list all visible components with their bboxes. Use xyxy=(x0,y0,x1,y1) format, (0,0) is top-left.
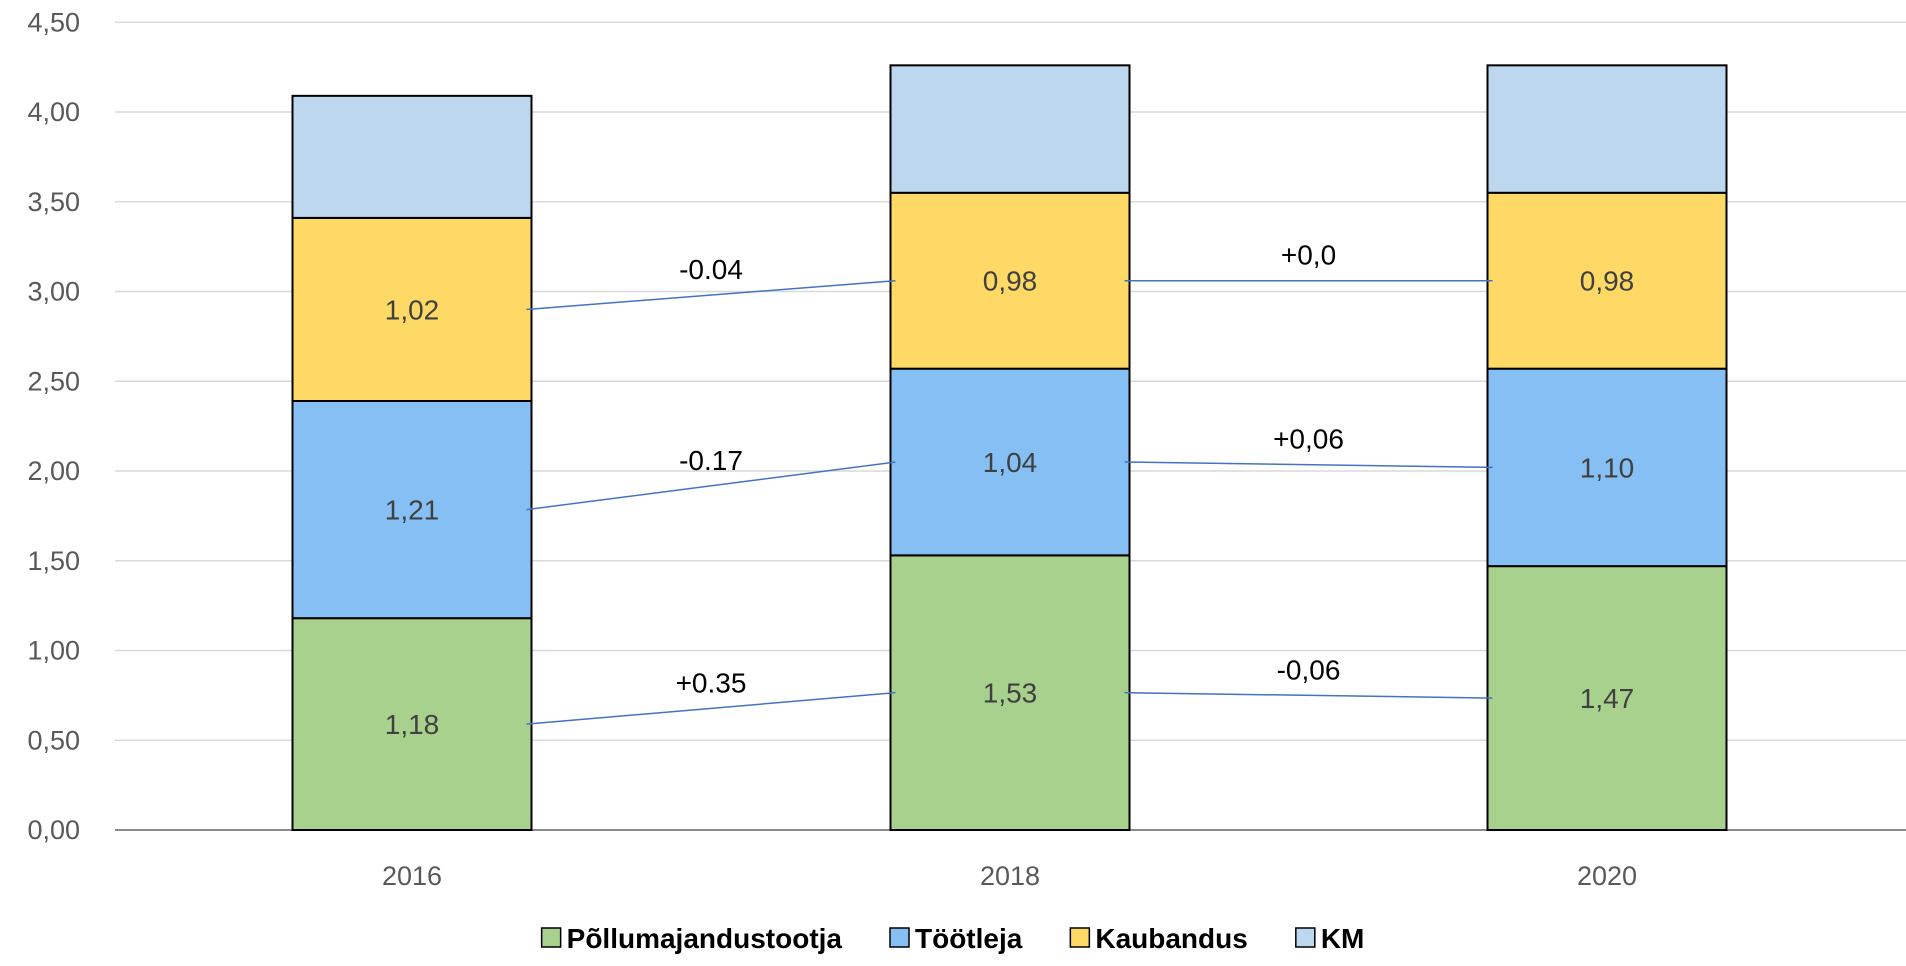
change-connector-line xyxy=(526,691,896,725)
y-tick-label: 3,50 xyxy=(27,187,80,217)
x-tick-label: 2016 xyxy=(382,861,442,891)
bars: 1,18 1,21 1,02 1,53 1,04 0,98 1,47 1,10 0,98 xyxy=(291,64,1728,831)
y-tick-label: 0,00 xyxy=(27,815,80,845)
x-axis-tick-labels: 2016 2018 2020 xyxy=(382,861,1637,891)
x-tick-label: 2018 xyxy=(980,861,1040,891)
bar-segment xyxy=(1486,565,1728,831)
legend-swatch xyxy=(1069,927,1091,948)
data-label: 1,04 xyxy=(983,447,1038,478)
y-tick-label: 1,50 xyxy=(27,546,80,576)
change-annotation: +0,0 xyxy=(1281,240,1336,271)
y-tick-label: 2,00 xyxy=(27,456,80,486)
data-label: 1,21 xyxy=(385,495,440,526)
bar-segment xyxy=(291,216,533,402)
data-label: 1,02 xyxy=(385,294,440,325)
data-label: 0,98 xyxy=(1580,266,1635,297)
data-label: 0,98 xyxy=(983,266,1038,297)
legend-label: Kaubandus xyxy=(1095,923,1247,954)
legend: Põllumajandustootja Töötleja Kaubandus KM xyxy=(540,923,1365,954)
y-tick-label: 0,50 xyxy=(27,725,80,755)
legend-label: KM xyxy=(1321,923,1365,954)
change-connector-line xyxy=(526,461,896,511)
change-annotation: -0.04 xyxy=(679,254,743,285)
y-tick-label: 3,00 xyxy=(27,277,80,307)
change-connector-line xyxy=(1124,461,1493,469)
y-axis-tick-labels: 0,00 0,50 1,00 1,50 2,00 2,50 3,00 3,50 4,00 4,50 xyxy=(27,7,80,845)
legend-swatch xyxy=(1295,927,1316,948)
legend-item: Töötleja xyxy=(889,923,1023,954)
bar-segment xyxy=(1486,367,1728,568)
change-connectors: +0.35 -0,06 -0.17 +0,06 -0.04 +0,0 xyxy=(526,240,1493,725)
legend-label: Põllumajandustootja xyxy=(567,923,843,954)
change-annotation: -0.17 xyxy=(679,445,743,476)
bar-segment xyxy=(889,554,1131,831)
y-tick-label: 4,50 xyxy=(27,7,80,37)
y-tick-label: 4,00 xyxy=(27,97,80,127)
data-label: 1,10 xyxy=(1580,452,1635,483)
y-tick-label: 1,00 xyxy=(27,636,80,666)
bar-segment xyxy=(889,191,1131,370)
legend-item: Põllumajandustootja xyxy=(540,923,843,954)
change-annotation: +0.35 xyxy=(676,667,747,698)
legend-label: Töötleja xyxy=(915,923,1023,954)
legend-swatch xyxy=(889,927,910,948)
bar-segment xyxy=(291,399,533,620)
bar-segment xyxy=(1486,64,1728,194)
bar-segment xyxy=(889,64,1131,194)
data-label: 1,18 xyxy=(385,709,440,740)
x-tick-label: 2020 xyxy=(1577,861,1637,891)
legend-item: Kaubandus xyxy=(1069,923,1248,954)
change-annotation: +0,06 xyxy=(1273,424,1344,455)
change-connector-line xyxy=(1124,691,1493,699)
bar-segment xyxy=(291,94,533,219)
data-label: 1,47 xyxy=(1580,683,1635,714)
y-tick-label: 2,50 xyxy=(27,366,80,396)
legend-swatch xyxy=(540,927,562,948)
bar-segment xyxy=(1486,191,1728,370)
change-connector-line xyxy=(526,279,896,311)
data-label: 1,53 xyxy=(983,678,1038,709)
legend-item: KM xyxy=(1295,923,1365,954)
change-annotation: -0,06 xyxy=(1277,654,1341,685)
